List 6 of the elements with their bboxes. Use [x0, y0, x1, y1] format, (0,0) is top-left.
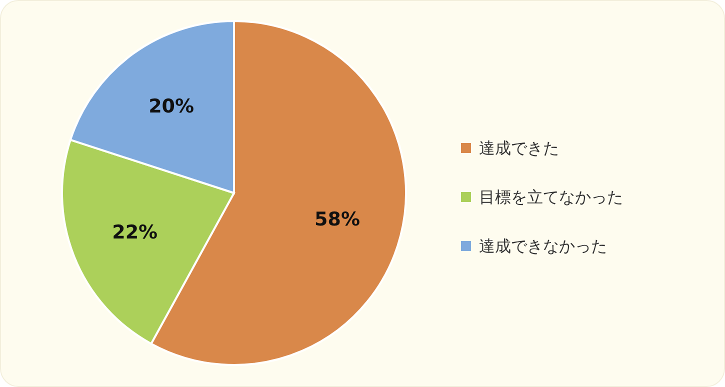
legend-label: 達成できなかった [479, 236, 607, 256]
data-label: 58% [314, 208, 360, 231]
legend-label: 達成できた [479, 138, 559, 158]
data-label: 20% [148, 96, 194, 118]
data-label: 22% [112, 221, 158, 244]
legend-label: 目標を立てなかった [479, 188, 623, 206]
